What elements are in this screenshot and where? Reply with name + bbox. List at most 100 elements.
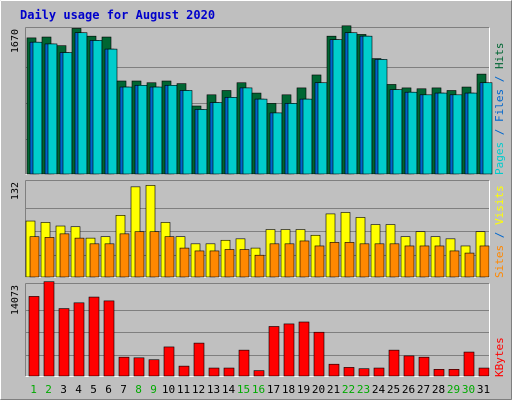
bar-kbytes-day-3: [58, 308, 70, 377]
bar-sites-day-5: [89, 243, 100, 278]
bar-pages-day-1: [32, 41, 43, 175]
x-tick-label-day-30: 30: [462, 383, 475, 396]
bar-sites-day-21: [329, 242, 340, 278]
bar-kbytes-day-23: [358, 368, 370, 377]
bar-kbytes-day-26: [403, 355, 415, 377]
bar-sites-day-10: [164, 236, 175, 278]
bar-pages-day-19: [302, 98, 313, 175]
bar-pages-day-28: [437, 92, 448, 175]
bar-pages-day-18: [287, 103, 298, 175]
x-tick-label-day-29: 29: [447, 383, 460, 396]
bar-pages-day-2: [47, 43, 58, 175]
x-tick-label-day-20: 20: [312, 383, 325, 396]
bar-sites-day-11: [179, 247, 190, 278]
bar-kbytes-day-12: [193, 342, 205, 377]
bar-kbytes-day-20: [313, 331, 325, 377]
panel-middle-legend-item: Sites: [493, 245, 506, 278]
panel-top-legend: Pages / Files / Hits: [493, 43, 506, 176]
bar-kbytes-day-27: [418, 356, 430, 377]
bar-kbytes-day-18: [283, 323, 295, 377]
bar-pages-day-21: [332, 39, 343, 175]
x-tick-label-day-15: 15: [237, 383, 250, 396]
x-tick-label-day-13: 13: [207, 383, 220, 396]
panel-middle-legend: Sites / Visits: [493, 185, 506, 278]
panel-top-legend-item: /: [493, 122, 506, 142]
bar-sites-day-20: [314, 245, 325, 278]
bar-pages-day-29: [452, 94, 463, 175]
bar-pages-day-26: [407, 91, 418, 175]
bar-pages-day-12: [197, 109, 208, 175]
bar-kbytes-day-24: [373, 367, 385, 377]
x-tick-label-day-24: 24: [372, 383, 386, 396]
bar-pages-day-7: [122, 86, 133, 175]
bar-sites-day-27: [419, 245, 430, 278]
panel-top-legend-item: Files: [493, 89, 506, 122]
x-tick-label-day-12: 12: [192, 383, 205, 396]
bar-kbytes-day-22: [343, 367, 355, 377]
bar-pages-day-13: [212, 102, 223, 175]
bar-sites-day-12: [194, 250, 205, 278]
bar-kbytes-day-31: [478, 367, 490, 377]
x-tick-label-day-5: 5: [90, 383, 97, 396]
x-tick-label-day-1: 1: [30, 383, 37, 396]
x-tick-label-day-21: 21: [327, 383, 340, 396]
bar-kbytes-day-19: [298, 321, 310, 377]
bar-sites-day-28: [434, 245, 445, 278]
x-tick-label-day-7: 7: [120, 383, 127, 396]
panel-middle-legend-item: /: [493, 225, 506, 245]
x-tick-label-day-2: 2: [45, 383, 52, 396]
bar-kbytes-day-17: [268, 326, 280, 377]
x-tick-label-day-10: 10: [162, 383, 175, 396]
bar-kbytes-day-1: [28, 296, 40, 377]
x-tick-label-day-19: 19: [297, 383, 310, 396]
bar-sites-day-2: [44, 237, 55, 278]
bar-pages-day-14: [227, 97, 238, 175]
bar-kbytes-day-5: [88, 296, 100, 377]
bar-pages-day-20: [317, 82, 328, 175]
panel-top-legend-item: /: [493, 69, 506, 89]
bar-sites-day-25: [389, 243, 400, 278]
bar-sites-day-31: [479, 245, 490, 278]
x-tick-label-day-23: 23: [357, 383, 370, 396]
panel-top-legend-item: Pages: [493, 142, 506, 175]
bar-pages-day-24: [377, 59, 388, 175]
panel-middle-ytick-label: 132: [10, 182, 21, 200]
bar-pages-day-8: [137, 85, 148, 175]
bar-pages-day-10: [167, 85, 178, 175]
x-tick-label-day-14: 14: [222, 383, 236, 396]
bar-kbytes-day-9: [148, 359, 160, 377]
bar-sites-day-18: [284, 243, 295, 278]
bar-kbytes-day-7: [118, 356, 130, 377]
bar-sites-day-3: [59, 233, 70, 278]
bar-kbytes-day-15: [238, 349, 250, 377]
bar-sites-day-15: [239, 249, 250, 278]
x-tick-label-day-6: 6: [105, 383, 112, 396]
x-tick-label-day-27: 27: [417, 383, 430, 396]
bar-kbytes-day-28: [433, 369, 445, 377]
bar-pages-day-3: [62, 52, 73, 175]
bar-sites-day-16: [254, 254, 265, 278]
bar-kbytes-day-29: [448, 369, 460, 377]
bar-pages-day-16: [257, 98, 268, 175]
bar-pages-day-11: [182, 90, 193, 175]
x-tick-label-day-16: 16: [252, 383, 265, 396]
bar-sites-day-23: [359, 243, 370, 278]
bar-sites-day-13: [209, 250, 220, 278]
bar-kbytes-day-6: [103, 300, 115, 377]
bar-pages-day-31: [482, 82, 493, 175]
bar-sites-day-26: [404, 245, 415, 278]
bar-sites-day-22: [344, 242, 355, 278]
panel-bottom-legend: KBytes: [493, 337, 506, 377]
chart-title: Daily usage for August 2020: [20, 8, 215, 22]
bar-pages-day-9: [152, 86, 163, 175]
bar-kbytes-day-11: [178, 365, 190, 377]
bar-pages-day-30: [467, 92, 478, 175]
x-tick-label-day-22: 22: [342, 383, 355, 396]
bar-pages-day-15: [242, 87, 253, 175]
bar-kbytes-day-21: [328, 363, 340, 377]
bar-pages-day-17: [272, 112, 283, 175]
panel-top-legend-item: Hits: [493, 43, 506, 70]
x-tick-label-day-9: 9: [150, 383, 157, 396]
bar-sites-day-4: [74, 237, 85, 278]
